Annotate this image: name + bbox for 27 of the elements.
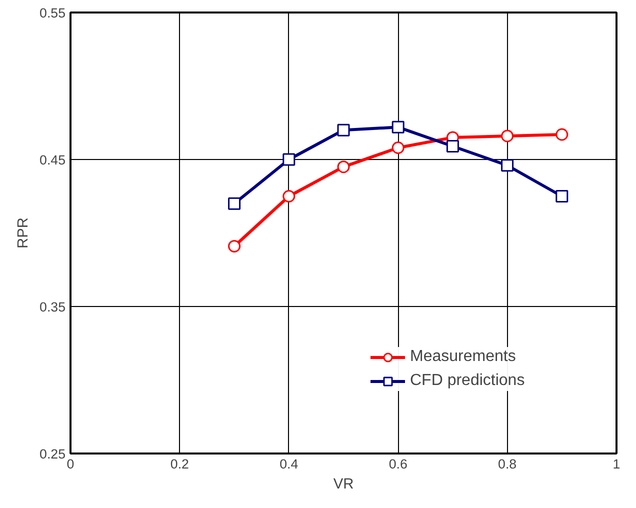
x-tick-label: 1 <box>612 456 620 472</box>
x-tick-label: 0 <box>66 456 74 472</box>
point <box>501 130 514 142</box>
point <box>392 142 404 154</box>
x-axis-title: VR <box>333 476 354 492</box>
point <box>282 190 296 202</box>
y-axis-title: RPR <box>16 218 32 248</box>
point <box>556 190 568 202</box>
y-tick-label: 0.35 <box>40 300 66 314</box>
legend-label: Measurements <box>410 348 516 366</box>
x-tick-label: 0.8 <box>498 456 517 472</box>
x-tick-label: 0.4 <box>280 456 299 472</box>
point <box>556 128 568 141</box>
y-tick-label: 0.55 <box>40 6 66 20</box>
point <box>501 159 514 172</box>
point <box>228 240 241 252</box>
point <box>446 140 459 153</box>
y-tick-label: 0.45 <box>40 152 66 168</box>
point <box>392 120 404 134</box>
y-tick-label: 0.25 <box>40 446 66 462</box>
point <box>228 197 241 210</box>
point <box>282 153 296 166</box>
point <box>337 124 350 136</box>
x-tick-label: 0.6 <box>388 456 408 472</box>
legend-label: CFD predictions <box>410 372 525 390</box>
point <box>337 160 350 174</box>
x-tick-label: 0.2 <box>170 456 189 472</box>
